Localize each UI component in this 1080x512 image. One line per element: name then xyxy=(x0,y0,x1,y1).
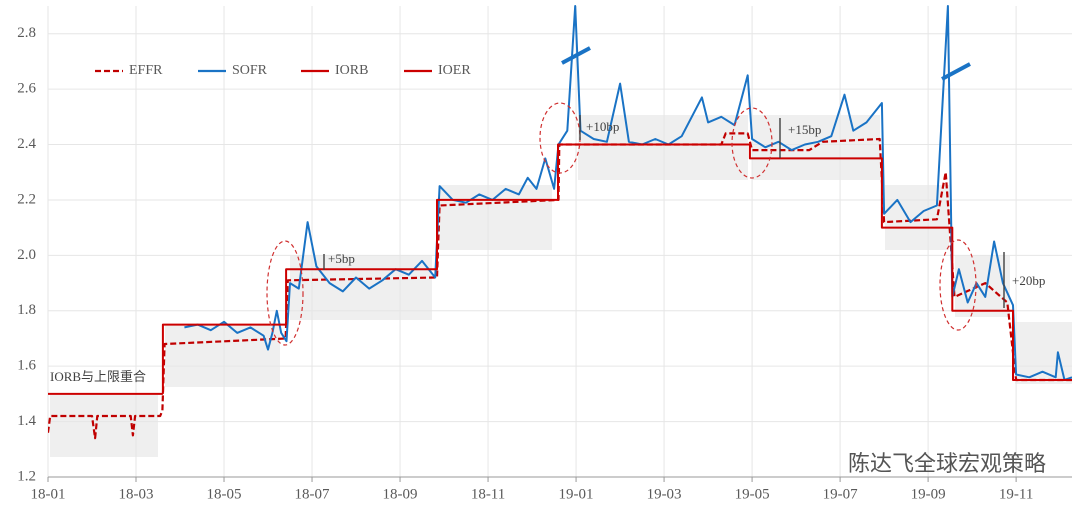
annotation: +20bp xyxy=(1012,273,1045,288)
break-mark xyxy=(941,62,971,81)
axes: 1.2 1.4 1.6 1.8 2.0 2.2 2.4 2.6 2.8 18-01 18-03 18-… xyxy=(17,25,1072,502)
y-tick-label: 2.0 xyxy=(17,247,36,263)
x-tick-label: 18-05 xyxy=(207,486,242,502)
break-mark xyxy=(561,46,591,65)
x-tick-label: 19-09 xyxy=(911,486,946,502)
x-tick-label: 19-11 xyxy=(999,486,1033,502)
break-marks xyxy=(561,46,971,81)
x-tick-label: 19-03 xyxy=(647,486,682,502)
x-tick-label: 19-01 xyxy=(559,486,594,502)
legend: EFFR SOFR IORB IOER xyxy=(95,63,471,78)
plot-area xyxy=(48,5,1072,440)
x-tick-label: 18-01 xyxy=(31,486,66,502)
annotation: +10bp xyxy=(586,119,619,134)
x-tick-label: 18-03 xyxy=(119,486,154,502)
shaded-ranges xyxy=(50,115,1072,457)
highlight-ellipse xyxy=(939,239,977,331)
y-tick-label: 2.8 xyxy=(17,25,36,41)
x-tick-label: 19-07 xyxy=(823,486,858,502)
legend-label: IOER xyxy=(438,63,471,78)
y-tick-label: 2.4 xyxy=(17,136,36,152)
y-tick-label: 2.2 xyxy=(17,191,36,207)
y-tick-label: 1.2 xyxy=(17,468,36,484)
series-line xyxy=(161,143,1072,394)
annotation: +5bp xyxy=(328,251,355,266)
y-tick-label: 1.6 xyxy=(17,358,36,374)
arrows xyxy=(323,115,1005,308)
annotation: IORB与上限重合 xyxy=(50,369,146,384)
watermark: 陈达飞全球宏观策略 xyxy=(848,452,1046,477)
legend-label: SOFR xyxy=(232,63,268,78)
annotation: +15bp xyxy=(788,122,821,137)
x-tick-label: 18-09 xyxy=(383,486,418,502)
x-tick-label: 18-07 xyxy=(295,486,330,502)
x-tick-label: 18-11 xyxy=(471,486,505,502)
y-tick-label: 2.6 xyxy=(17,81,36,97)
x-tick-label: 19-05 xyxy=(735,486,770,502)
y-tick-label: 1.8 xyxy=(17,302,36,318)
legend-label: EFFR xyxy=(129,63,163,78)
legend-label: IORB xyxy=(335,63,368,78)
highlight-ellipse xyxy=(731,107,773,179)
highlight-ellipse xyxy=(266,240,304,346)
y-tick-label: 1.4 xyxy=(17,413,36,429)
series-line xyxy=(48,132,1072,440)
